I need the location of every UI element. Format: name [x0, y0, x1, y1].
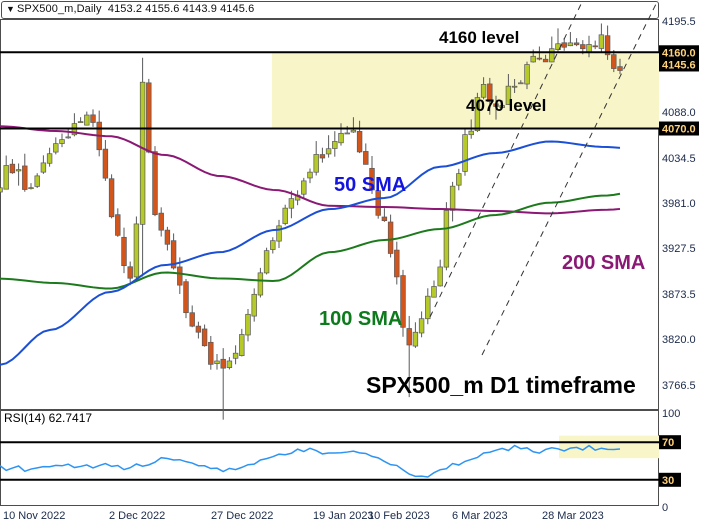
svg-text:100 SMA: 100 SMA: [319, 308, 402, 330]
svg-text:4070.0: 4070.0: [662, 124, 696, 136]
svg-text:4160 level: 4160 level: [439, 28, 519, 47]
svg-text:SPX500_m D1 timeframe: SPX500_m D1 timeframe: [366, 372, 636, 398]
svg-text:4145.6: 4145.6: [662, 59, 696, 71]
svg-text:30: 30: [662, 475, 674, 487]
svg-text:4070 level: 4070 level: [466, 96, 546, 115]
svg-text:200 SMA: 200 SMA: [562, 252, 645, 274]
svg-text:50 SMA: 50 SMA: [334, 174, 406, 196]
svg-text:RSI(14) 62.7417: RSI(14) 62.7417: [4, 411, 92, 425]
svg-text:70: 70: [662, 437, 674, 449]
